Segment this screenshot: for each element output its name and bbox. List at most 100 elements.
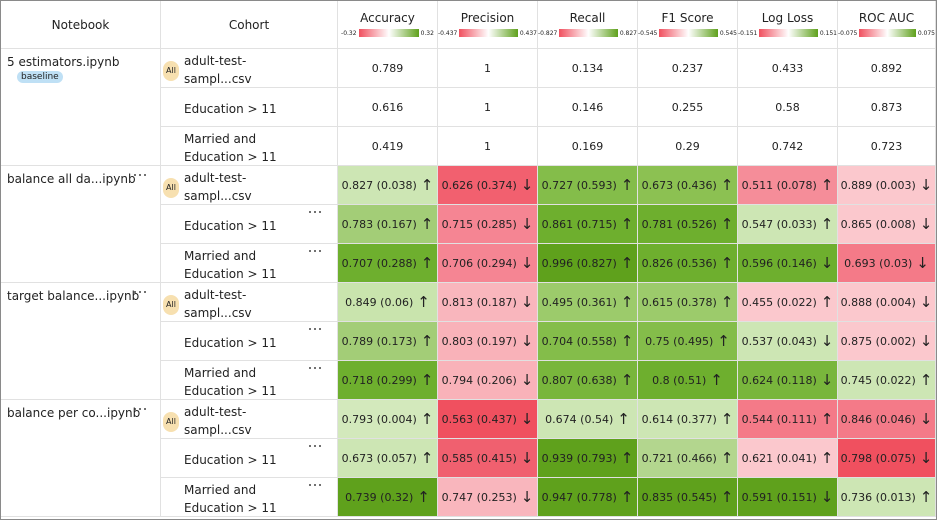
metric-cell: 0.793 (0.004) ↑ (338, 400, 438, 439)
cohort-cell: Education > 11 (161, 322, 338, 361)
trend-arrow: ↓ (919, 449, 933, 467)
trend-arrow: ↑ (820, 449, 834, 467)
baseline-badge: baseline (17, 70, 63, 83)
metric-name: Accuracy (360, 11, 415, 25)
metric-cell: 0.29 (638, 127, 738, 166)
metric-cell: 0.615 (0.378) ↑ (638, 283, 738, 322)
all-badge: All (163, 178, 179, 198)
metric-value: 0.849 (0.06) (345, 295, 414, 309)
cohort-cell: All adult-test-sampl...csv (161, 400, 338, 439)
trend-arrow: ↓ (919, 176, 933, 194)
column-header: Cohort (161, 1, 338, 49)
metric-cell: 0.495 (0.361) ↑ (538, 283, 638, 322)
metric-cell: 0.745 (0.022) ↑ (838, 361, 936, 400)
trend-arrow: ↑ (720, 488, 734, 506)
trend-arrow: ↑ (720, 410, 734, 428)
all-badge: All (163, 61, 179, 81)
trend-arrow: ↓ (520, 449, 534, 467)
cohort-cell: Married and Education > 11 (161, 478, 338, 517)
more-menu[interactable] (309, 484, 321, 486)
metric-cell: 0.826 (0.536) ↑ (638, 244, 738, 283)
cohort-cell: All adult-test-sampl...csv (161, 166, 338, 205)
metric-value: 0.616 (371, 100, 404, 114)
metric-cell: 0.547 (0.033) ↑ (738, 205, 838, 244)
metric-value: 0.706 (0.294) (441, 256, 517, 270)
metric-value: 0.892 (870, 61, 903, 75)
metric-value: 0.789 (0.173) (341, 334, 417, 348)
metric-cell: 0.789 (338, 49, 438, 88)
notebook-cell: balance per co...ipynb (1, 400, 161, 517)
metric-cell: 0.813 (0.187) ↓ (438, 283, 538, 322)
more-menu[interactable] (309, 328, 321, 330)
metric-cell: 0.889 (0.003) ↓ (838, 166, 936, 205)
metric-value: 0.789 (371, 61, 404, 75)
metric-header: Precision -0.437 0.437 (438, 1, 538, 49)
metric-value: 0.495 (0.361) (541, 295, 617, 309)
metric-cell: 0.803 (0.197) ↓ (438, 322, 538, 361)
trend-arrow: ↓ (919, 410, 933, 428)
metric-value: 0.813 (0.187) (441, 295, 517, 309)
scale-min: -0.151 (738, 29, 758, 37)
metric-value: 0.826 (0.536) (641, 256, 717, 270)
metric-value: 0.835 (0.545) (641, 490, 717, 504)
metric-value: 0.803 (0.197) (441, 334, 517, 348)
scale-min: -0.32 (341, 29, 357, 37)
trend-arrow: ↑ (420, 371, 434, 389)
gradient (358, 29, 419, 37)
cohort-name: Education > 11 (184, 218, 277, 233)
metric-value: 0.29 (675, 139, 700, 153)
scale-min: -0.075 (838, 29, 858, 37)
metric-value: 0.704 (0.558) (541, 334, 617, 348)
more-menu[interactable] (309, 445, 321, 447)
trend-arrow: ↑ (420, 176, 434, 194)
trend-arrow: ↑ (620, 215, 634, 233)
metric-value: 0.996 (0.827) (541, 256, 617, 270)
metric-value: 0.591 (0.151) (741, 490, 817, 504)
more-menu[interactable] (309, 250, 321, 252)
metric-value: 1 (484, 139, 491, 153)
metric-cell: 0.718 (0.299) ↑ (338, 361, 438, 400)
scale-min: -0.827 (538, 29, 558, 37)
trend-arrow: ↓ (916, 254, 929, 272)
trend-arrow: ↑ (420, 410, 434, 428)
metric-value: 0.673 (0.057) (341, 451, 417, 465)
metric-cell: 0.849 (0.06) ↑ (338, 283, 438, 322)
trend-arrow: ↑ (720, 215, 734, 233)
metric-cell: 0.237 (638, 49, 738, 88)
cohort-name: adult-test-sampl...csv (184, 287, 252, 320)
metric-value: 0.715 (0.285) (441, 217, 517, 231)
metric-value: 0.846 (0.046) (840, 412, 916, 426)
metric-cell: 0.742 (738, 127, 838, 166)
metric-cell: 0.591 (0.151) ↓ (738, 478, 838, 517)
trend-arrow: ↑ (420, 254, 434, 272)
more-menu[interactable] (134, 174, 146, 176)
gradient (459, 29, 518, 37)
metric-name: ROC AUC (858, 11, 915, 25)
metric-cell: 0.255 (638, 88, 738, 127)
more-menu[interactable] (309, 211, 321, 213)
metric-cell: 0.861 (0.715) ↑ (538, 205, 638, 244)
more-menu[interactable] (134, 408, 146, 410)
metric-header: Accuracy -0.32 0.32 (338, 1, 438, 49)
metric-value: 0.419 (371, 139, 404, 153)
all-badge: All (163, 295, 179, 315)
metric-value: 0.544 (0.111) (741, 412, 817, 426)
metric-value: 0.255 (671, 100, 704, 114)
trend-arrow: ↓ (520, 254, 534, 272)
trend-arrow: ↑ (820, 293, 834, 311)
cohort-name: Married and Education > 11 (184, 365, 277, 398)
cohort-name: Married and Education > 11 (184, 131, 277, 164)
more-menu[interactable] (309, 367, 321, 369)
more-menu[interactable] (134, 291, 146, 293)
trend-arrow: ↑ (710, 371, 723, 389)
metric-value: 0.718 (0.299) (341, 373, 417, 387)
scale-max: 0.545 (719, 29, 737, 37)
trend-arrow: ↓ (520, 332, 534, 350)
metric-value: 0.947 (0.778) (541, 490, 617, 504)
metric-value: 0.793 (0.004) (341, 412, 417, 426)
metric-cell: 0.585 (0.415) ↓ (438, 439, 538, 478)
trend-arrow: ↓ (919, 215, 933, 233)
metric-cell: 0.8 (0.51) ↑ (638, 361, 738, 400)
metric-cell: 0.544 (0.111) ↑ (738, 400, 838, 439)
metric-cell: 0.827 (0.038) ↑ (338, 166, 438, 205)
